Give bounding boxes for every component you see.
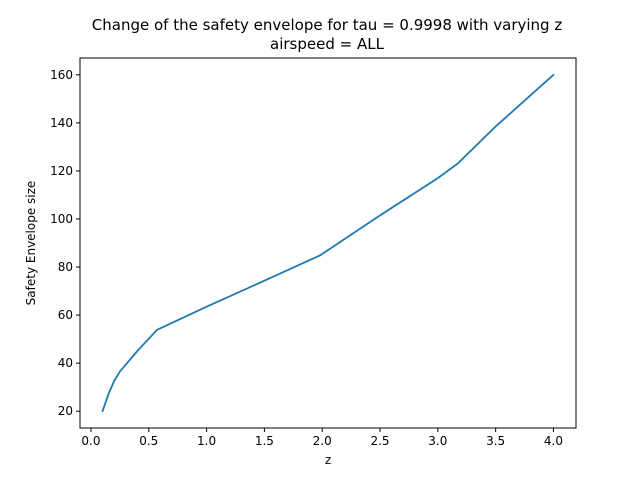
chart-title: Change of the safety envelope for tau = …: [92, 16, 563, 34]
y-tick-label: 60: [58, 308, 73, 322]
y-tick-label: 80: [58, 260, 73, 274]
y-tick-label: 140: [50, 116, 73, 130]
x-tick-label: 4.0: [544, 434, 563, 448]
y-tick-label: 120: [50, 164, 73, 178]
x-tick-label: 3.5: [486, 434, 505, 448]
x-tick-label: 0.0: [81, 434, 100, 448]
chart-title-group: Change of the safety envelope for tau = …: [92, 16, 563, 53]
x-tick-label: 1.5: [255, 434, 274, 448]
x-tick-label: 1.0: [197, 434, 216, 448]
y-axis-label: Safety Envelope size: [24, 181, 38, 306]
series-line: [101, 73, 555, 413]
x-tick-label: 0.5: [139, 434, 158, 448]
y-tick-label: 160: [50, 68, 73, 82]
x-axis-ticks: 0.0 0.5 1.0 1.5 2.0 2.5 3.0 3.5 4.0: [81, 428, 563, 448]
x-axis-label: z: [325, 453, 331, 467]
chart-subtitle: airspeed = ALL: [270, 35, 385, 53]
x-tick-label: 3.0: [428, 434, 447, 448]
y-tick-label: 100: [50, 212, 73, 226]
x-tick-label: 2.5: [370, 434, 389, 448]
axes-frame: [79, 57, 577, 429]
y-tick-label: 40: [58, 356, 73, 370]
series-layer: [101, 73, 555, 413]
y-tick-label: 20: [58, 404, 73, 418]
x-tick-label: 2.0: [313, 434, 332, 448]
y-axis-ticks: 20 40 60 80 100 120 140 160: [50, 68, 80, 418]
plot-area: 0.0 0.5 1.0 1.5 2.0 2.5 3.0 3.5 4.0 20 40 60 80 100 1…: [50, 57, 577, 448]
